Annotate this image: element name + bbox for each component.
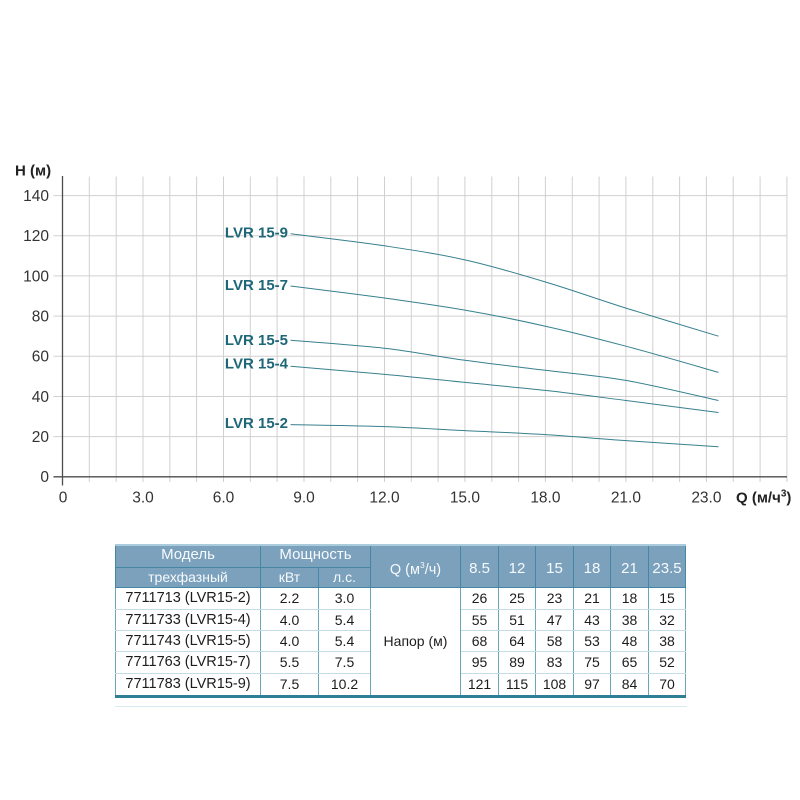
svg-text:9.0: 9.0: [293, 490, 315, 507]
svg-text:0: 0: [59, 490, 68, 507]
svg-text:21.0: 21.0: [611, 490, 642, 507]
svg-text:12.0: 12.0: [369, 490, 400, 507]
svg-text:LVR 15-2: LVR 15-2: [225, 415, 288, 432]
svg-text:120: 120: [23, 228, 49, 245]
svg-text:LVR 15-9: LVR 15-9: [225, 225, 288, 242]
svg-text:15.0: 15.0: [450, 490, 481, 507]
svg-text:LVR 15-5: LVR 15-5: [225, 332, 288, 349]
svg-text:18.0: 18.0: [530, 490, 561, 507]
svg-text:140: 140: [23, 188, 49, 205]
svg-text:60: 60: [32, 349, 50, 366]
svg-text:100: 100: [23, 268, 49, 285]
svg-text:Q (м/ч3): Q (м/ч3): [736, 489, 791, 507]
svg-text:80: 80: [32, 309, 50, 326]
svg-text:0: 0: [40, 469, 49, 486]
svg-text:6.0: 6.0: [213, 490, 235, 507]
svg-text:20: 20: [32, 429, 50, 446]
svg-text:3.0: 3.0: [132, 490, 154, 507]
svg-text:LVR 15-7: LVR 15-7: [225, 277, 288, 294]
svg-text:40: 40: [32, 389, 50, 406]
svg-text:H (м): H (м): [15, 163, 51, 180]
svg-text:LVR 15-4: LVR 15-4: [225, 356, 289, 373]
svg-text:23.0: 23.0: [691, 490, 722, 507]
